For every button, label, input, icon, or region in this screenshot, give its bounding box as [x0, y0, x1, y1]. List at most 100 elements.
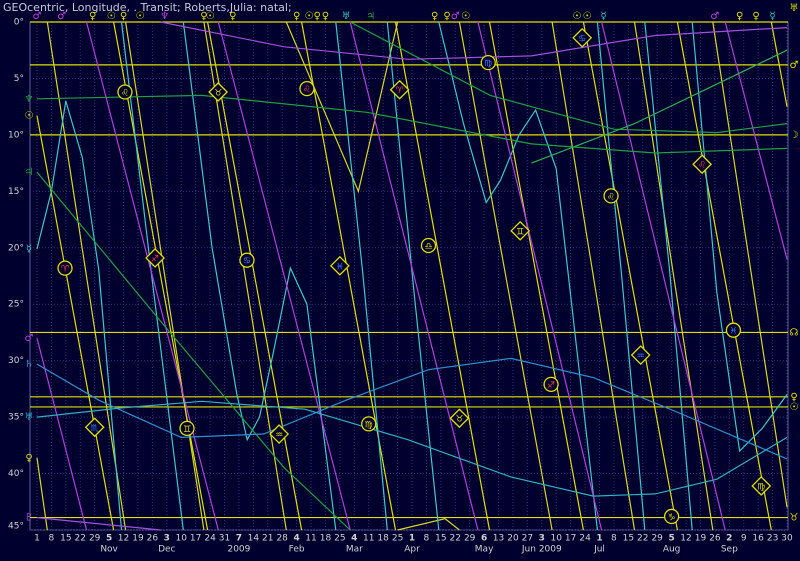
x-tick-label: 22: [637, 534, 648, 544]
month-label: Feb: [289, 545, 305, 555]
x-tick-label: 30: [781, 534, 793, 544]
top-glyph: ☉: [461, 11, 470, 22]
x-tick-label: 24: [204, 534, 216, 544]
x-tick-label: 7: [236, 534, 242, 544]
y-tick-label: 0°: [14, 18, 24, 28]
month-label: Nov: [100, 545, 118, 555]
aspect-glyph: ♒: [275, 431, 283, 441]
aspect-marker: [208, 82, 229, 102]
top-glyph: ☉: [206, 11, 215, 22]
aspect-glyph: ♐: [547, 381, 555, 391]
aspect-marker: [420, 237, 437, 254]
transit-glyph: ♅: [25, 412, 34, 423]
x-tick-label: 12: [118, 534, 129, 544]
y-tick-label: 20°: [8, 243, 24, 253]
x-tick-label: 1: [34, 534, 40, 544]
top-glyph: ☉: [583, 11, 592, 22]
x-tick-label: 19: [132, 534, 144, 544]
natal-glyph: ☽: [790, 130, 799, 141]
month-label: May: [475, 545, 494, 555]
top-glyph: ♀: [736, 11, 743, 22]
month-label: Sep: [721, 545, 738, 555]
aspect-glyph: ♍: [365, 420, 373, 430]
top-glyph: ♃: [366, 11, 375, 22]
aspect-marker: [329, 255, 350, 276]
aspect-glyph: ♓: [729, 327, 737, 337]
top-glyph: ♀: [229, 11, 236, 22]
transit-line: [36, 21, 788, 531]
x-tick-label: 29: [89, 534, 101, 544]
aspect-glyph: ♈: [396, 86, 405, 96]
aspect-glyph: ♊: [516, 227, 524, 237]
x-tick-label: 17: [565, 534, 576, 544]
aspect-marker: [145, 248, 165, 268]
x-tick-label: 26: [709, 534, 721, 544]
aspect-glyph: ♎: [424, 242, 432, 252]
x-tick-label: 29: [464, 534, 476, 544]
x-tick-label: 11: [363, 534, 374, 544]
natal-glyph: ♂: [790, 60, 799, 71]
month-label: Apr: [404, 545, 420, 555]
aspect-marker: [269, 424, 290, 444]
transit-line: [36, 21, 788, 531]
x-tick-label: 20: [507, 534, 519, 544]
transit-line: [36, 21, 788, 531]
x-tick-label: 3: [164, 534, 170, 544]
top-glyph: ♅: [342, 11, 351, 22]
x-tick-label: 9: [741, 534, 747, 544]
x-tick-label: 15: [435, 534, 446, 544]
aspect-marker: [299, 80, 315, 97]
transit-line: [36, 21, 788, 531]
aspect-marker: [389, 79, 410, 100]
top-glyph: ♀: [120, 11, 127, 22]
transit-glyph: ♆: [25, 94, 34, 105]
month-label: Dec: [158, 545, 175, 555]
aspect-marker: [751, 476, 772, 496]
x-tick-label: 8: [424, 534, 430, 544]
aspect-glyph: ♒: [637, 352, 645, 362]
x-tick-label: 22: [75, 534, 86, 544]
top-glyph: ♂: [451, 11, 460, 22]
top-glyph: ♀: [89, 11, 96, 22]
transit-line: [36, 21, 788, 531]
aspect-marker: [630, 345, 651, 365]
x-tick-label: 2: [726, 534, 732, 544]
x-tick-label: 25: [334, 534, 345, 544]
top-glyph: ♂: [710, 11, 719, 22]
aspect-marker: [239, 252, 255, 268]
x-tick-label: 16: [752, 534, 764, 544]
chart-title: GEOcentric, Longitude, . Transit; Robert…: [3, 1, 292, 14]
x-tick-label: 29: [651, 534, 663, 544]
top-glyph: ♂: [33, 11, 42, 22]
aspect-marker: [663, 508, 680, 525]
x-tick-label: 27: [522, 534, 533, 544]
aspect-glyph: ♑: [668, 513, 676, 523]
x-tick-label: 14: [248, 534, 260, 544]
aspect-glyph: ♌: [121, 88, 129, 98]
x-tick-label: 5: [106, 534, 112, 544]
aspect-glyph: ♋: [243, 257, 251, 267]
x-tick-label: 25: [392, 534, 403, 544]
y-tick-label: 45°: [8, 522, 24, 532]
top-glyph: ☉: [107, 11, 116, 22]
aspect-marker: [449, 408, 470, 429]
x-tick-label: 8: [611, 534, 617, 544]
y-tick-label: 25°: [8, 300, 24, 310]
x-tick-label: 5: [668, 534, 674, 544]
aspect-marker: [117, 84, 133, 100]
x-tick-label: 22: [450, 534, 461, 544]
aspect-marker: [480, 54, 496, 71]
x-tick-label: 11: [305, 534, 316, 544]
x-tick-label: 15: [60, 534, 71, 544]
natal-glyph: ♅: [790, 3, 799, 14]
aspect-glyph: ♓: [336, 262, 344, 272]
x-tick-label: 4: [351, 534, 357, 544]
transit-glyph: ☉: [25, 111, 34, 122]
aspect-glyph: ♊: [183, 425, 191, 435]
x-tick-label: 23: [767, 534, 778, 544]
x-tick-label: 26: [147, 534, 159, 544]
top-glyph: ☿: [770, 11, 776, 22]
x-tick-label: 18: [320, 534, 332, 544]
transit-line: [531, 49, 788, 164]
